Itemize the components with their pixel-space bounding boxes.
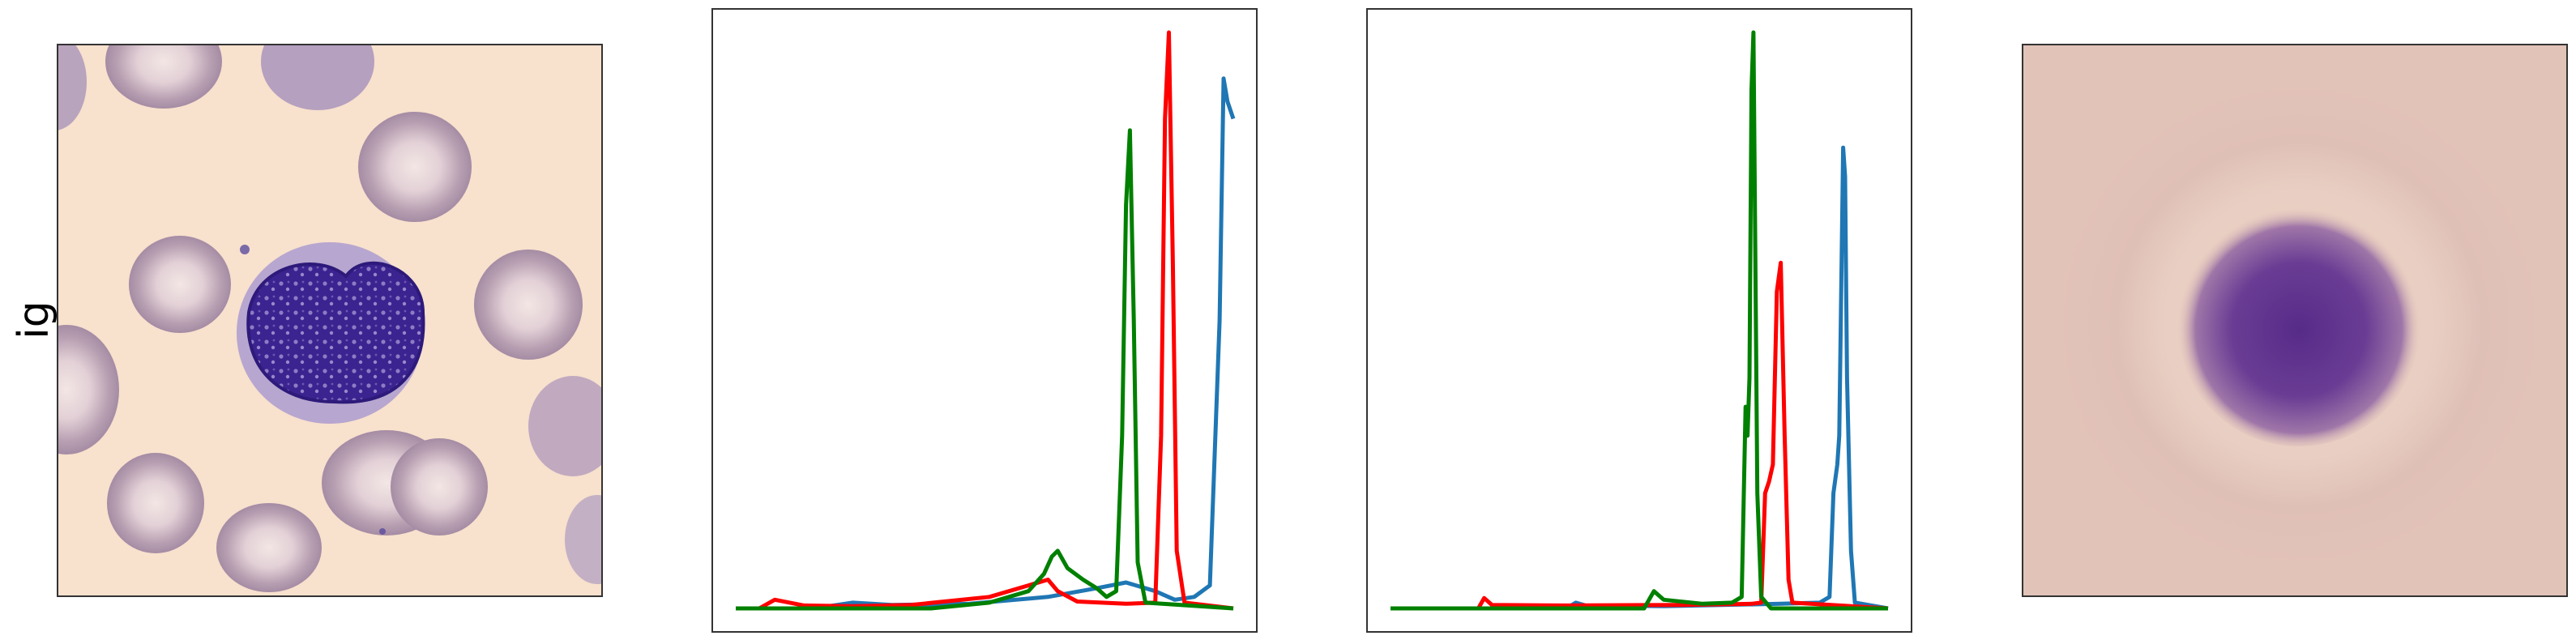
mean-image-panel [2022,44,2568,597]
averaged-cell-image-icon [2023,45,2566,595]
histogram-2-series-3-line [1391,30,1888,611]
histogram-2-series-1-line [1391,145,1889,611]
blood-smear-image-icon [58,45,601,595]
rgb-histogram-chart-2 [1391,30,1889,611]
histogram-2-series-2-line [1391,260,1889,611]
red-blood-cells [58,45,601,592]
histogram-1-series-3-line [736,128,1234,611]
histogram-1-series-2-line [736,30,1234,611]
histogram-panel-1 [711,8,1258,633]
cell-image-panel [57,44,603,597]
rgb-histogram-chart-1 [736,30,1236,611]
row-label: ig [10,301,58,339]
white-blood-cell [237,242,425,424]
histogram-panel-2 [1366,8,1912,633]
